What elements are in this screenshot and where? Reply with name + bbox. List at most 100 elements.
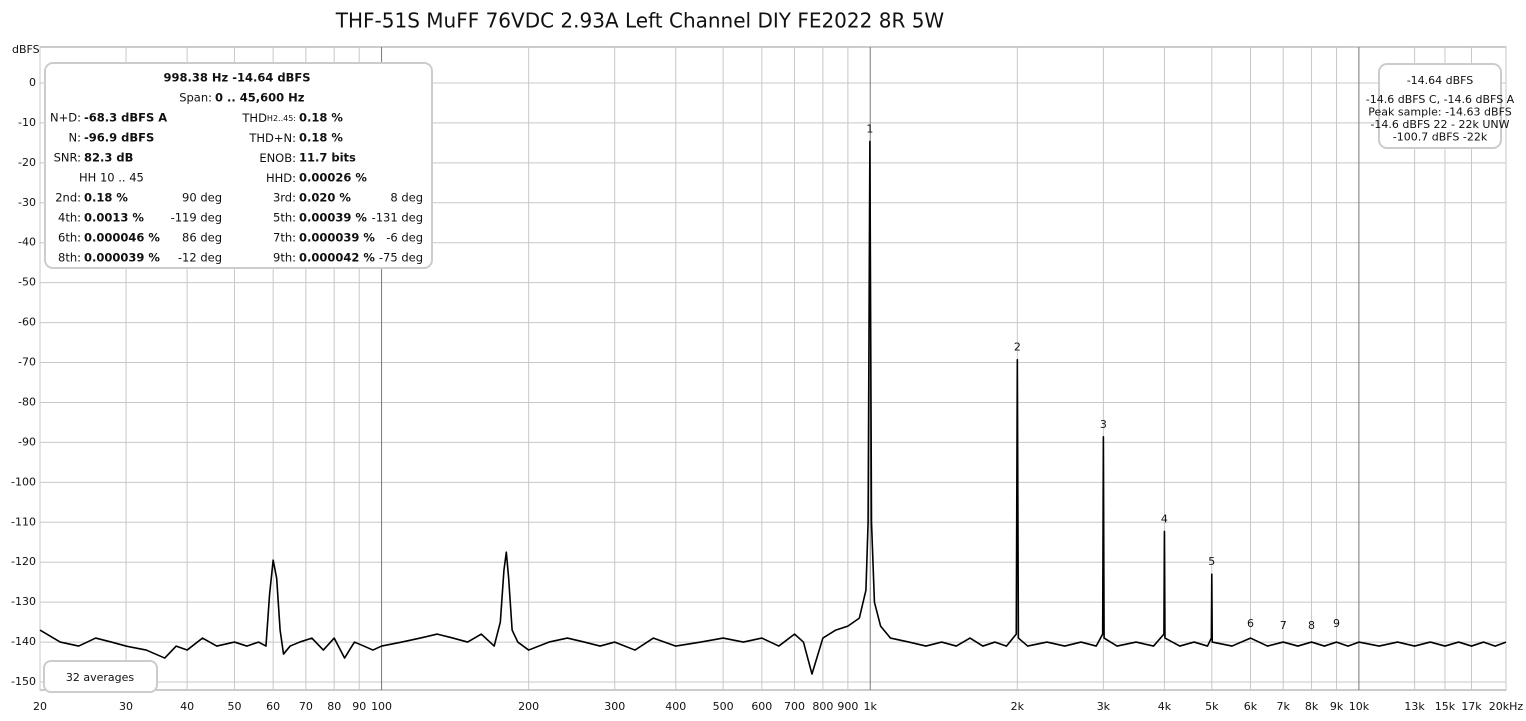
chart-title: THF-51S MuFF 76VDC 2.93A Left Channel DI… xyxy=(335,9,945,33)
info-header: 998.38 Hz -14.64 dBFS xyxy=(164,71,311,85)
info-label: 3rd: xyxy=(273,191,296,205)
x-tick-label: 17k xyxy=(1461,700,1482,713)
info-value: 0.0013 % xyxy=(84,211,144,225)
info-value: 0 .. 45,600 Hz xyxy=(215,91,305,105)
harmonic-marker: 6 xyxy=(1247,617,1254,630)
info-phase: -119 deg xyxy=(171,211,222,225)
y-tick-label: -150 xyxy=(11,675,36,688)
info-value: 0.00026 % xyxy=(299,171,367,185)
averages-box xyxy=(43,660,158,693)
x-tick-label: 5k xyxy=(1205,700,1219,713)
level-value: -14.64 dBFS xyxy=(1407,74,1474,87)
info-label: HH 10 .. 45 xyxy=(79,171,144,185)
harmonic-marker: 7 xyxy=(1280,619,1287,632)
y-tick-label: -40 xyxy=(18,236,36,249)
info-phase: 8 deg xyxy=(390,191,423,205)
x-tick-label: 400 xyxy=(665,700,686,713)
info-label: 8th: xyxy=(58,251,81,265)
level-box xyxy=(1378,63,1502,149)
x-tick-label: 10k xyxy=(1349,700,1370,713)
x-tick-label: 100 xyxy=(371,700,392,713)
info-value: 82.3 dB xyxy=(84,151,133,165)
level-detail: Peak sample: -14.63 dBFS xyxy=(1368,106,1511,119)
y-tick-label: -60 xyxy=(18,316,36,329)
info-label-text: ENOB: xyxy=(259,151,296,165)
y-tick-label: -130 xyxy=(11,595,36,608)
x-tick-label: 80 xyxy=(327,700,341,713)
x-tick-label: 6k xyxy=(1244,700,1258,713)
harmonic-marker: 1 xyxy=(866,122,873,135)
info-value: 0.020 % xyxy=(299,191,351,205)
y-tick-label: -20 xyxy=(18,156,36,169)
y-tick-label: -110 xyxy=(11,515,36,528)
info-value: 0.00039 % xyxy=(299,211,367,225)
info-label-text: THD+N: xyxy=(248,131,296,145)
level-detail: -14.6 dBFS C, -14.6 dBFS A xyxy=(1366,93,1515,106)
x-tick-label: 900 xyxy=(837,700,858,713)
x-tick-label: 20 xyxy=(33,700,47,713)
y-tick-label: -50 xyxy=(18,276,36,289)
info-label: SNR: xyxy=(54,151,81,165)
y-axis-label: dBFS xyxy=(12,43,40,56)
info-value: -96.9 dBFS xyxy=(84,131,154,145)
x-tick-label: 200 xyxy=(518,700,539,713)
harmonic-marker: 2 xyxy=(1014,341,1021,354)
harmonic-marker: 9 xyxy=(1333,617,1340,630)
x-tick-label: 2k xyxy=(1011,700,1025,713)
info-label: 7th: xyxy=(273,231,296,245)
x-tick-label: 9k xyxy=(1330,700,1344,713)
averages-label: 32 averages xyxy=(66,671,135,684)
info-phase: -12 deg xyxy=(178,251,222,265)
info-value: 11.7 bits xyxy=(299,151,356,165)
info-phase: 86 deg xyxy=(182,231,222,245)
info-label: 2nd: xyxy=(55,191,81,205)
y-tick-label: -140 xyxy=(11,635,36,648)
harmonic-marker: 5 xyxy=(1208,555,1215,568)
y-tick-label: -100 xyxy=(11,475,36,488)
x-tick-label: 90 xyxy=(352,700,366,713)
harmonic-marker: 4 xyxy=(1161,512,1168,525)
info-label-text: THD xyxy=(241,111,267,125)
info-label: 9th: xyxy=(273,251,296,265)
info-label: Span: xyxy=(179,91,212,105)
info-label-text: HHD: xyxy=(266,171,296,185)
x-tick-label: 7k xyxy=(1277,700,1291,713)
info-value: 0.000042 % xyxy=(299,251,375,265)
x-tick-label: 50 xyxy=(227,700,241,713)
info-label: THD+N: xyxy=(248,131,296,145)
x-tick-label: 500 xyxy=(713,700,734,713)
info-label: N+D: xyxy=(50,111,81,125)
info-label: 4th: xyxy=(58,211,81,225)
x-tick-label: 600 xyxy=(751,700,772,713)
x-tick-label: 20kHz xyxy=(1489,700,1524,713)
info-phase: -131 deg xyxy=(372,211,423,225)
x-tick-label: 700 xyxy=(784,700,805,713)
x-tick-label: 13k xyxy=(1404,700,1425,713)
info-value: 0.000046 % xyxy=(84,231,160,245)
info-label: HHD: xyxy=(266,171,296,185)
info-value: 0.000039 % xyxy=(84,251,160,265)
x-tick-label: 30 xyxy=(119,700,133,713)
x-tick-label: 800 xyxy=(812,700,833,713)
info-phase: 90 deg xyxy=(182,191,222,205)
harmonic-marker: 8 xyxy=(1308,619,1315,632)
y-tick-label: -10 xyxy=(18,116,36,129)
info-value: 0.18 % xyxy=(84,191,128,205)
x-tick-label: 8k xyxy=(1305,700,1319,713)
level-detail: -100.7 dBFS -22k xyxy=(1393,131,1488,144)
y-tick-label: -30 xyxy=(18,196,36,209)
y-tick-label: -80 xyxy=(18,395,36,408)
info-label: THDH2..45: xyxy=(241,111,296,125)
info-value: 0.18 % xyxy=(299,131,343,145)
info-label-sub: H2..45: xyxy=(267,114,296,123)
info-label: N: xyxy=(69,131,81,145)
info-phase: -6 deg xyxy=(386,231,423,245)
y-tick-label: -90 xyxy=(18,435,36,448)
x-tick-label: 300 xyxy=(604,700,625,713)
x-tick-label: 70 xyxy=(299,700,313,713)
y-tick-label: -70 xyxy=(18,356,36,369)
info-label: ENOB: xyxy=(259,151,296,165)
level-detail: -14.6 dBFS 22 - 22k UNW xyxy=(1370,118,1509,131)
